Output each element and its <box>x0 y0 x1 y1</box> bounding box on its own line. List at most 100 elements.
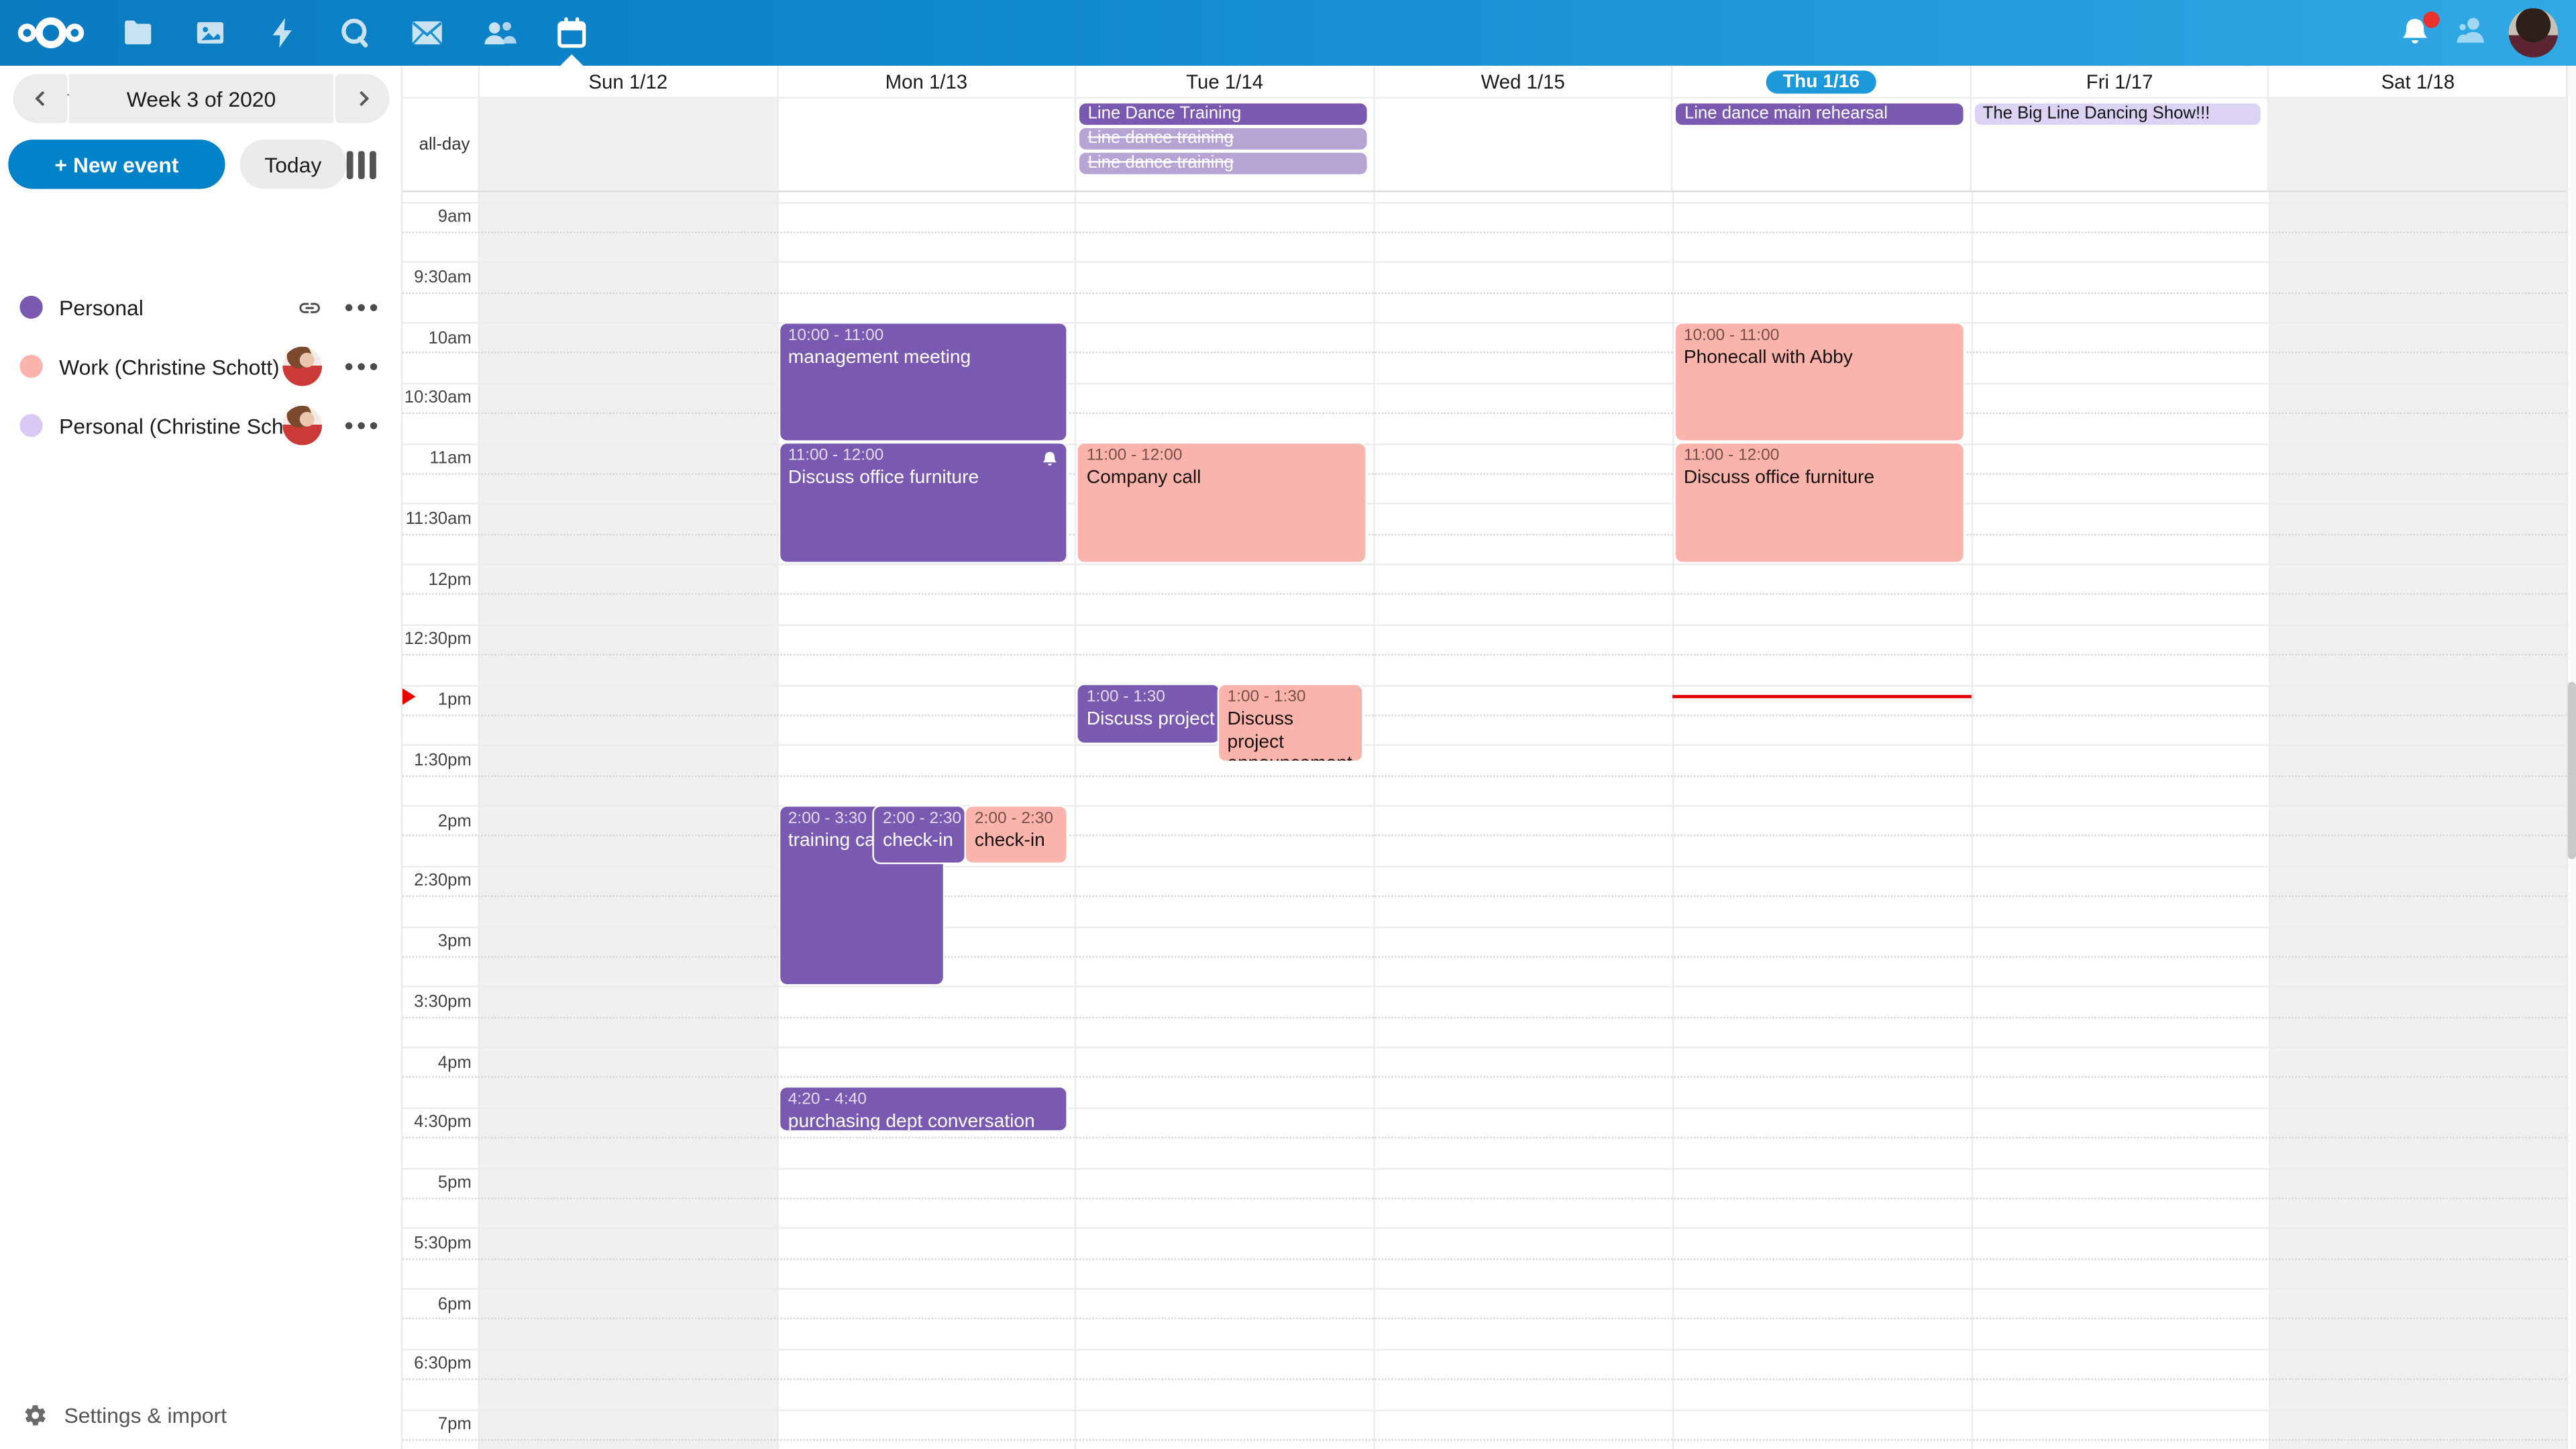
day-header[interactable]: Sun 1/12 <box>478 65 777 97</box>
top-navbar <box>0 0 2576 66</box>
quarter-line <box>402 714 2567 716</box>
day-column[interactable] <box>2269 192 2567 1449</box>
allday-column[interactable] <box>478 98 777 191</box>
hour-line <box>402 443 2567 445</box>
contacts-icon[interactable] <box>464 0 536 66</box>
sidebar: Week 3 of 2020 + New event Today Persona… <box>0 65 401 1449</box>
event[interactable]: 1:00 - 1:30 Discuss project announcement <box>1219 685 1363 761</box>
day-header[interactable]: Sat 1/18 <box>2267 65 2567 97</box>
app-menu <box>0 0 608 66</box>
quarter-line <box>402 775 2567 777</box>
new-event-button[interactable]: + New event <box>8 140 225 189</box>
event[interactable]: 2:00 - 2:30 check-in <box>874 806 964 863</box>
allday-event[interactable]: Line dance training <box>1079 152 1366 174</box>
event-title: check-in <box>882 830 953 851</box>
allday-event[interactable]: Line dance main rehearsal <box>1676 103 1964 125</box>
day-column[interactable] <box>1075 192 1374 1449</box>
nextcloud-logo[interactable] <box>0 0 102 66</box>
quarter-line <box>402 654 2567 656</box>
allday-columns: Line Dance Training Line dance training Li… <box>478 98 2567 191</box>
event[interactable]: 10:00 - 11:00 management meeting <box>780 323 1067 441</box>
event[interactable]: 4:20 - 4:40 purchasing dept conversation <box>780 1087 1067 1130</box>
day-header[interactable]: Thu 1/16 <box>1671 65 1970 97</box>
week-label[interactable]: Week 3 of 2020 <box>68 74 334 123</box>
sidebar-actions: + New event Today <box>8 140 386 189</box>
event[interactable]: 2:00 - 2:30 check-in <box>966 806 1067 863</box>
today-button[interactable]: Today <box>239 140 347 189</box>
time-label: 11am <box>429 448 472 468</box>
share-link-icon[interactable] <box>298 295 323 320</box>
photos-icon[interactable] <box>174 0 247 66</box>
hour-line <box>402 1228 2567 1230</box>
allday-row: all-day Line Dance Training Line dance tr… <box>402 98 2567 193</box>
gutter-corner <box>402 66 478 97</box>
calendar-owner-avatar <box>283 405 323 445</box>
allday-column[interactable]: The Big Line Dancing Show!!! <box>1970 98 2268 191</box>
event-title: management meeting <box>788 347 971 368</box>
allday-event[interactable]: Line Dance Training <box>1079 103 1366 125</box>
calendar-icon[interactable] <box>535 0 608 66</box>
event-time: 11:00 - 12:00 <box>1086 447 1183 466</box>
previous-week-button[interactable] <box>13 74 68 123</box>
vertical-scrollbar[interactable] <box>2566 65 2576 1449</box>
event[interactable]: 1:00 - 1:30 Discuss project announcement <box>1078 685 1220 743</box>
event[interactable]: 10:00 - 11:00 Phonecall with Abby <box>1675 323 1963 441</box>
hour-line <box>402 1288 2567 1290</box>
calendar-menu-button[interactable]: ●●● <box>343 416 382 435</box>
calendar-list-item[interactable]: Personal ●●● <box>0 278 401 337</box>
user-avatar[interactable] <box>2508 8 2559 58</box>
allday-column[interactable] <box>2267 98 2567 191</box>
allday-label: all-day <box>419 134 470 155</box>
day-column[interactable] <box>478 192 777 1449</box>
event[interactable]: 11:00 - 12:00 Company call <box>1078 443 1366 561</box>
allday-column[interactable] <box>1373 98 1672 191</box>
day-header[interactable]: Tue 1/14 <box>1075 65 1373 97</box>
day-column[interactable] <box>1672 192 1971 1449</box>
time-label: 2:30pm <box>414 871 472 891</box>
event-title: Discuss project announcement <box>1227 709 1352 761</box>
event-time: 2:00 - 2:30 <box>882 809 962 828</box>
week-view-switcher-icon[interactable] <box>346 150 376 178</box>
quarter-line <box>402 473 2567 475</box>
files-icon[interactable] <box>102 0 174 66</box>
time-label: 6:30pm <box>414 1354 472 1374</box>
talk-icon[interactable] <box>319 0 391 66</box>
day-header[interactable]: Wed 1/15 <box>1373 65 1672 97</box>
mail-icon[interactable] <box>391 0 464 66</box>
notification-badge <box>2423 11 2440 28</box>
contacts-menu-icon[interactable] <box>2455 14 2487 52</box>
event-title: check-in <box>974 830 1045 851</box>
hour-line <box>402 1167 2567 1169</box>
quarter-line <box>402 1077 2567 1079</box>
day-header[interactable]: Mon 1/13 <box>776 65 1075 97</box>
notifications-bell-icon[interactable] <box>2400 11 2440 49</box>
allday-column[interactable] <box>776 98 1075 191</box>
activity-icon[interactable] <box>246 0 319 66</box>
allday-column[interactable]: Line Dance Training Line dance training Li… <box>1075 98 1373 191</box>
hour-line <box>402 1046 2567 1049</box>
allday-event[interactable]: The Big Line Dancing Show!!! <box>1974 103 2261 125</box>
calendar-name: Work (Christine Schott) <box>59 354 280 379</box>
event-time: 10:00 - 11:00 <box>1683 326 1780 345</box>
allday-column[interactable]: Line dance main rehearsal <box>1671 98 1970 191</box>
time-label: 3pm <box>437 931 472 951</box>
day-header[interactable]: Fri 1/17 <box>1970 65 2268 97</box>
next-week-button[interactable] <box>335 74 390 123</box>
allday-event[interactable]: Line dance training <box>1079 127 1366 150</box>
day-column[interactable] <box>776 192 1075 1449</box>
day-column[interactable] <box>1970 192 2269 1449</box>
quarter-line <box>402 835 2567 837</box>
calendar-list-item[interactable]: Work (Christine Schott) ●●● <box>0 337 401 396</box>
settings-import-button[interactable]: Settings & import <box>23 1391 381 1438</box>
event[interactable]: 11:00 - 12:00 Discuss office furniture <box>1675 443 1963 561</box>
scrollbar-thumb[interactable] <box>2567 682 2576 859</box>
calendar-menu-button[interactable]: ●●● <box>343 298 382 317</box>
quarter-line <box>402 1318 2567 1320</box>
event[interactable]: 11:00 - 12:00 Discuss office furniture <box>780 443 1067 561</box>
quarter-line <box>402 896 2567 898</box>
calendar-menu-button[interactable]: ●●● <box>343 357 382 376</box>
calendar-name: Personal (Christine Scho… <box>59 413 284 438</box>
quarter-line <box>402 413 2567 415</box>
day-column[interactable] <box>1373 192 1672 1449</box>
calendar-list-item[interactable]: Personal (Christine Scho… ●●● <box>0 396 401 455</box>
